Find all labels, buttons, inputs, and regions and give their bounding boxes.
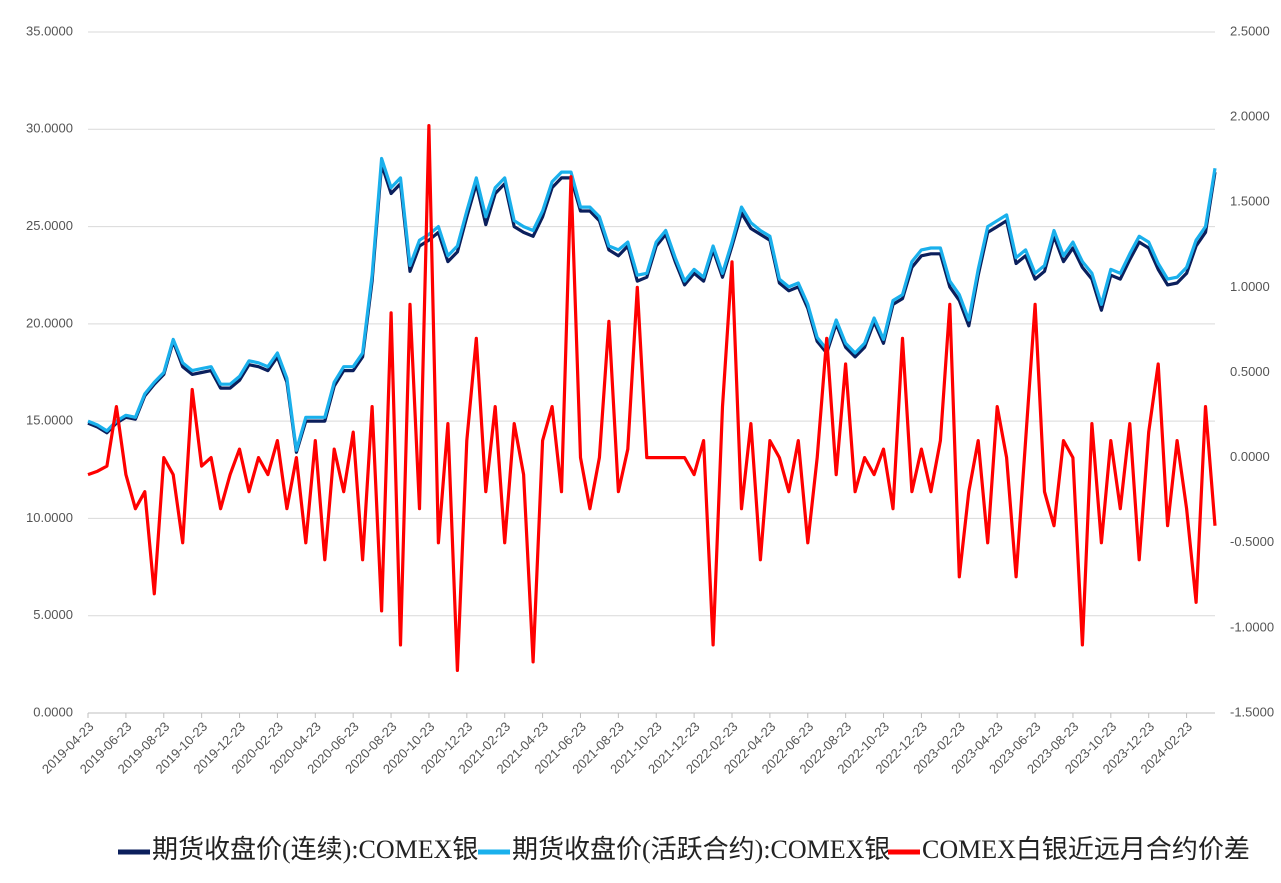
y-tick-label: 25.0000: [26, 218, 73, 233]
y-tick-label: 20.0000: [26, 315, 73, 330]
y2-tick-label: -1.0000: [1230, 619, 1274, 634]
y-tick-label: 30.0000: [26, 121, 73, 136]
y2-tick-label: -1.5000: [1230, 704, 1274, 719]
y2-tick-label: 1.0000: [1230, 279, 1270, 294]
y2-tick-label: 1.5000: [1230, 194, 1270, 209]
legend-label: COMEX白银近远月合约价差: [922, 835, 1250, 864]
y2-tick-label: 2.0000: [1230, 109, 1270, 124]
y2-tick-label: 2.5000: [1230, 23, 1270, 38]
y2-tick-label: 0.0000: [1230, 449, 1270, 464]
legend-label: 期货收盘价(连续):COMEX银: [152, 835, 478, 864]
y-tick-label: 5.0000: [33, 607, 73, 622]
y2-tick-label: 0.5000: [1230, 364, 1270, 379]
y-tick-label: 35.0000: [26, 23, 73, 38]
series-line: [87, 156, 1217, 452]
legend-label: 期货收盘价(活跃合约):COMEX银: [512, 835, 890, 864]
y-tick-label: 15.0000: [26, 413, 73, 428]
y2-tick-label: -0.5000: [1230, 534, 1274, 549]
y-tick-label: 0.0000: [33, 704, 73, 719]
series-line: [87, 124, 1217, 672]
y-tick-label: 10.0000: [26, 510, 73, 525]
